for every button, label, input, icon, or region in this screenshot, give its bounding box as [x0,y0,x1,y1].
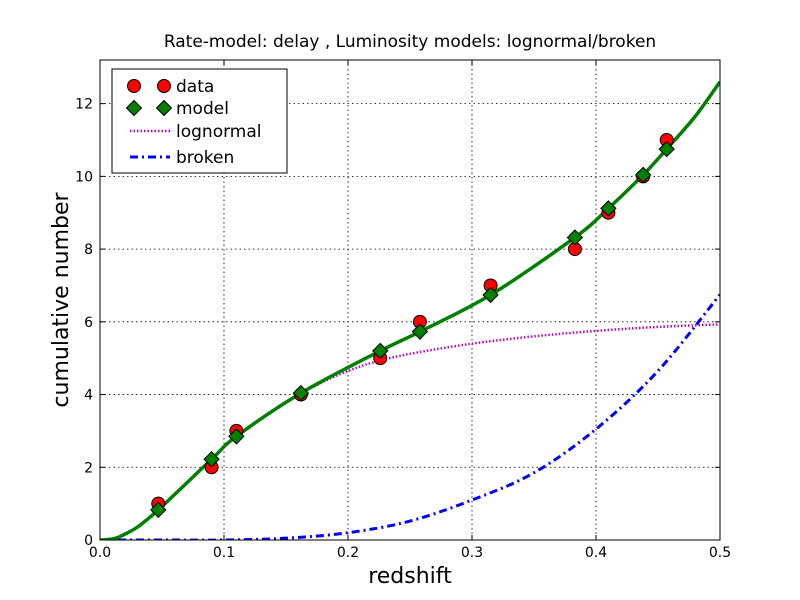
grid-lines [100,60,720,540]
x-tick-label: 0.0 [89,545,111,561]
model-marker [292,384,310,402]
legend-model-marker [125,99,143,117]
broken-line [100,293,720,540]
model-marker [411,323,429,340]
y-tick-label: 0 [84,533,93,549]
y-tick-label: 4 [84,388,93,404]
x-axis-label: redshift [368,564,452,589]
model-marker [634,166,652,184]
chart-title: Rate-model: delay , Luminosity models: l… [164,32,656,52]
x-tick-label: 0.4 [585,545,607,561]
y-tick-label: 2 [84,460,93,476]
x-tick-label: 0.3 [461,545,483,561]
legend-model-marker [155,99,173,117]
x-tick-label: 0.1 [213,545,235,561]
x-tick-label: 0.5 [709,545,731,561]
model-marker [566,229,584,246]
y-tick-label: 8 [84,242,93,258]
plot-frame [99,59,721,541]
model-marker [228,428,245,445]
model-marker [482,286,499,304]
model-marker [372,342,389,360]
legend-data-marker [157,79,171,93]
axis-ticks: 0.0 0.1 0.2 0.3 0.4 0.5 0 2 4 6 8 10 12 [75,60,731,561]
y-tick-label: 10 [75,169,93,185]
legend-label-broken: broken [176,148,234,168]
legend-label-lognormal: lognormal [176,122,261,142]
model-marker [658,140,675,158]
y-tick-label: 12 [75,97,93,113]
model-marker [600,200,617,217]
legend-label-model: model [176,99,229,119]
legend-label-data: data [176,77,214,97]
legend-box [111,68,288,174]
model-marker [150,501,167,519]
x-tick-label: 0.2 [337,545,359,561]
y-axis-label: cumulative number [49,191,74,407]
legend-data-marker [127,79,141,93]
model-marker [203,451,220,468]
y-tick-label: 6 [84,315,93,331]
series-layer [100,80,720,540]
